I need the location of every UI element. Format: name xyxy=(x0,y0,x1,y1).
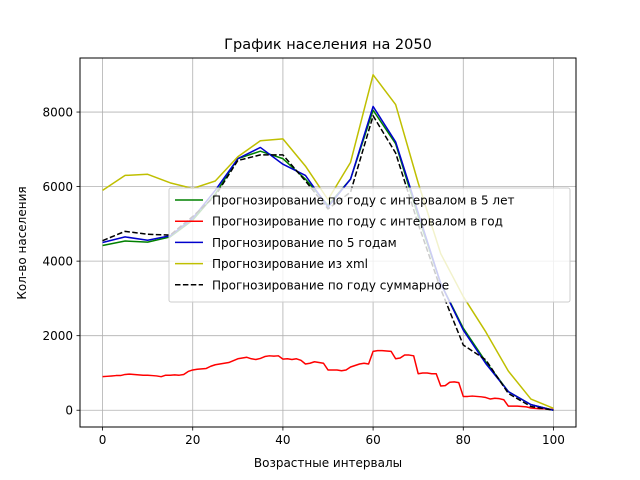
y-tick-label: 2000 xyxy=(42,329,73,343)
legend-label-2: Прогнозирование по году с интервалом в г… xyxy=(212,215,503,229)
legend-label-3: Прогнозирование по 5 годам xyxy=(212,236,397,250)
x-tick-label: 80 xyxy=(456,433,471,447)
y-tick-label: 6000 xyxy=(42,180,73,194)
series-line-2 xyxy=(102,349,554,411)
x-tick-label: 100 xyxy=(542,433,565,447)
plot-frame xyxy=(79,57,577,428)
y-axis-title: Кол-во населения xyxy=(15,186,29,299)
x-tick-label: 40 xyxy=(275,433,290,447)
legend-label-4: Прогнозирование из xml xyxy=(212,257,368,271)
x-tick-label: 20 xyxy=(185,433,200,447)
x-tick-label: 60 xyxy=(365,433,380,447)
legend: Прогнозирование по году с интервалом в 5… xyxy=(168,187,571,303)
y-tick-label: 0 xyxy=(65,404,73,418)
x-axis-title: Возрастные интервалы xyxy=(254,456,402,470)
legend-box xyxy=(168,187,571,303)
legend-label-5: Прогнозирование по году суммарное xyxy=(212,278,449,292)
x-tick-label: 0 xyxy=(99,433,107,447)
chart-title: График населения на 2050 xyxy=(224,37,432,53)
y-tick-label: 8000 xyxy=(42,106,73,120)
y-tick-label: 4000 xyxy=(42,255,73,269)
legend-label-1: Прогнозирование по году с интервалом в 5… xyxy=(212,194,514,208)
axis-ticks: 0 20 40 60 80 100 0 2000 4000 6000 8000 xyxy=(42,106,564,447)
